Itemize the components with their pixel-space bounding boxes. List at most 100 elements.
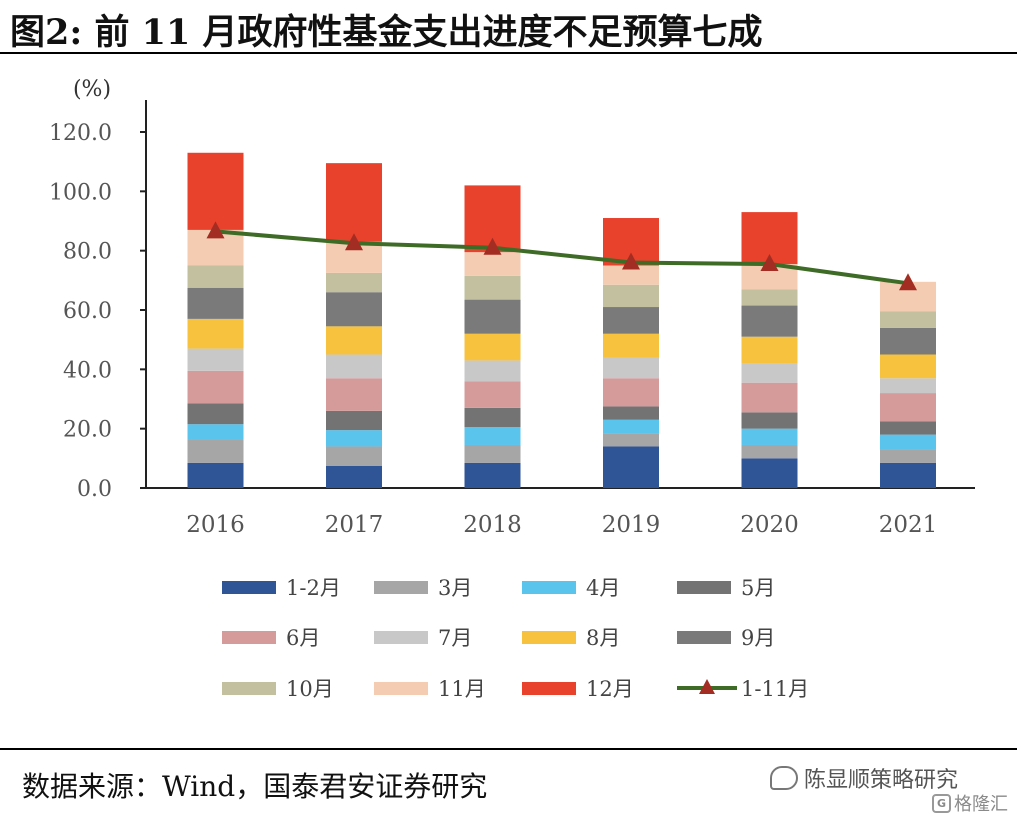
bar-segment-6m-2020 xyxy=(741,382,798,413)
bar-segment-3m-2019 xyxy=(603,433,659,447)
x-tick-label: 2020 xyxy=(740,512,799,538)
bar-segment-8m-2017 xyxy=(326,326,382,355)
line-point-2019 xyxy=(622,252,640,270)
y-tick-label: 100.0 xyxy=(49,180,112,205)
bar-segment-10m-2017 xyxy=(326,272,382,293)
bar-segment-12m-2016 xyxy=(187,152,244,230)
legend-marker-1-11m xyxy=(699,679,715,694)
legend-label-4m: 4月 xyxy=(586,576,620,600)
line-point-2016 xyxy=(206,221,225,239)
watermark-platform-name: 格隆汇 xyxy=(954,794,1008,815)
title-rule xyxy=(0,52,1017,54)
bar-segment-7m-2017 xyxy=(326,354,382,379)
bar-segment-3m-2016 xyxy=(187,439,244,463)
legend-swatch-6m xyxy=(222,631,276,644)
legend-label-12m: 12月 xyxy=(586,677,634,701)
x-tick-label: 2021 xyxy=(879,512,938,538)
bar-segment-5m-2020 xyxy=(741,412,798,429)
line-point-2021 xyxy=(899,273,917,291)
bar-segment-10m-2020 xyxy=(741,289,798,306)
platform-logo-icon: G xyxy=(932,793,951,813)
x-tick-label: 2018 xyxy=(463,512,522,538)
source-note: 数据来源：Wind，国泰君安证券研究 xyxy=(22,770,488,803)
legend-label-11m: 11月 xyxy=(438,677,486,701)
bar-segment-8m-2018 xyxy=(464,333,521,361)
bar-segment-4m-2020 xyxy=(741,428,798,445)
x-tick-label: 2017 xyxy=(325,512,384,538)
figure-title: 图2: 前 11 月政府性基金支出进度不足预算七成 xyxy=(10,12,763,53)
bar-segment-6m-2021 xyxy=(880,393,936,422)
bar-segment-4m-2019 xyxy=(603,419,659,434)
bar-segment-1-2m-2021 xyxy=(880,462,936,488)
legend-swatch-10m xyxy=(222,682,276,695)
bar-segment-1-2m-2018 xyxy=(464,462,521,488)
bar-segment-9m-2020 xyxy=(741,305,798,337)
legend-swatch-9m xyxy=(677,631,731,644)
x-tick-label: 2019 xyxy=(602,512,661,538)
bar-segment-5m-2019 xyxy=(603,406,659,420)
bar-segment-1-2m-2020 xyxy=(741,458,798,488)
source-rule xyxy=(0,748,1017,750)
bar-segment-7m-2018 xyxy=(464,360,521,382)
bar-segment-5m-2017 xyxy=(326,410,382,431)
bar-segment-4m-2016 xyxy=(187,424,244,440)
legend-label-1-2m: 1-2月 xyxy=(286,576,341,600)
legend-label-5m: 5月 xyxy=(741,576,775,600)
bar-segment-3m-2020 xyxy=(741,444,798,459)
bar-segment-9m-2016 xyxy=(187,287,244,319)
y-tick-label: 0.0 xyxy=(77,477,112,502)
bar-segment-6m-2018 xyxy=(464,381,521,408)
bar-segment-10m-2019 xyxy=(603,284,659,308)
bar-segment-1-2m-2016 xyxy=(187,462,244,488)
bar-segment-5m-2018 xyxy=(464,407,521,428)
legend-swatch-3m xyxy=(374,581,428,594)
legend-swatch-4m xyxy=(522,581,576,594)
legend-label-1-11m: 1-11月 xyxy=(741,677,809,701)
bar-segment-6m-2017 xyxy=(326,378,382,411)
legend-swatch-11m xyxy=(374,682,428,695)
y-tick-label: 80.0 xyxy=(63,240,112,265)
line-point-2018 xyxy=(483,237,502,255)
bar-segment-5m-2021 xyxy=(880,421,936,435)
bar-segment-6m-2019 xyxy=(603,378,659,407)
bar-segment-10m-2021 xyxy=(880,311,936,328)
legend-label-7m: 7月 xyxy=(438,626,472,650)
legend-swatch-5m xyxy=(677,581,731,594)
watermark-account: 陈显顺策略研究 xyxy=(770,762,958,794)
legend-label-6m: 6月 xyxy=(286,626,320,650)
y-unit-label: (%) xyxy=(73,77,111,102)
bar-segment-3m-2021 xyxy=(880,449,936,463)
legend-label-8m: 8月 xyxy=(586,626,620,650)
y-tick-label: 40.0 xyxy=(63,358,112,383)
bar-segment-8m-2020 xyxy=(741,336,798,364)
bar-segment-8m-2016 xyxy=(187,318,244,349)
x-tick-label: 2016 xyxy=(186,512,245,538)
legend-swatch-12m xyxy=(522,682,576,695)
bar-segment-10m-2016 xyxy=(187,265,244,288)
bar-segment-4m-2017 xyxy=(326,430,382,447)
bar-segment-7m-2021 xyxy=(880,378,936,394)
bar-segment-4m-2018 xyxy=(464,427,521,445)
y-tick-label: 20.0 xyxy=(63,418,112,443)
legend-label-3m: 3月 xyxy=(438,576,472,600)
bar-segment-3m-2018 xyxy=(464,444,521,463)
bar-segment-4m-2021 xyxy=(880,434,936,450)
watermark-account-name: 陈显顺策略研究 xyxy=(804,768,959,793)
bar-segment-1-2m-2017 xyxy=(326,465,382,488)
bar-segment-9m-2019 xyxy=(603,307,659,334)
legend-swatch-1-2m xyxy=(222,581,276,594)
bar-segment-11m-2018 xyxy=(464,252,521,276)
bar-segment-9m-2021 xyxy=(880,327,936,355)
bar-segment-6m-2016 xyxy=(187,370,244,404)
bar-segment-5m-2016 xyxy=(187,403,244,425)
bar-segment-9m-2017 xyxy=(326,292,382,327)
legend-swatch-8m xyxy=(522,631,576,644)
y-tick-label: 120.0 xyxy=(49,121,112,146)
legend-label-9m: 9月 xyxy=(741,626,775,650)
bar-segment-7m-2019 xyxy=(603,357,659,379)
bar-segment-9m-2018 xyxy=(464,299,521,334)
line-series-1-11m xyxy=(215,229,909,286)
legend-label-10m: 10月 xyxy=(286,677,334,701)
y-tick-label: 60.0 xyxy=(63,299,112,324)
legend-swatch-7m xyxy=(374,631,428,644)
